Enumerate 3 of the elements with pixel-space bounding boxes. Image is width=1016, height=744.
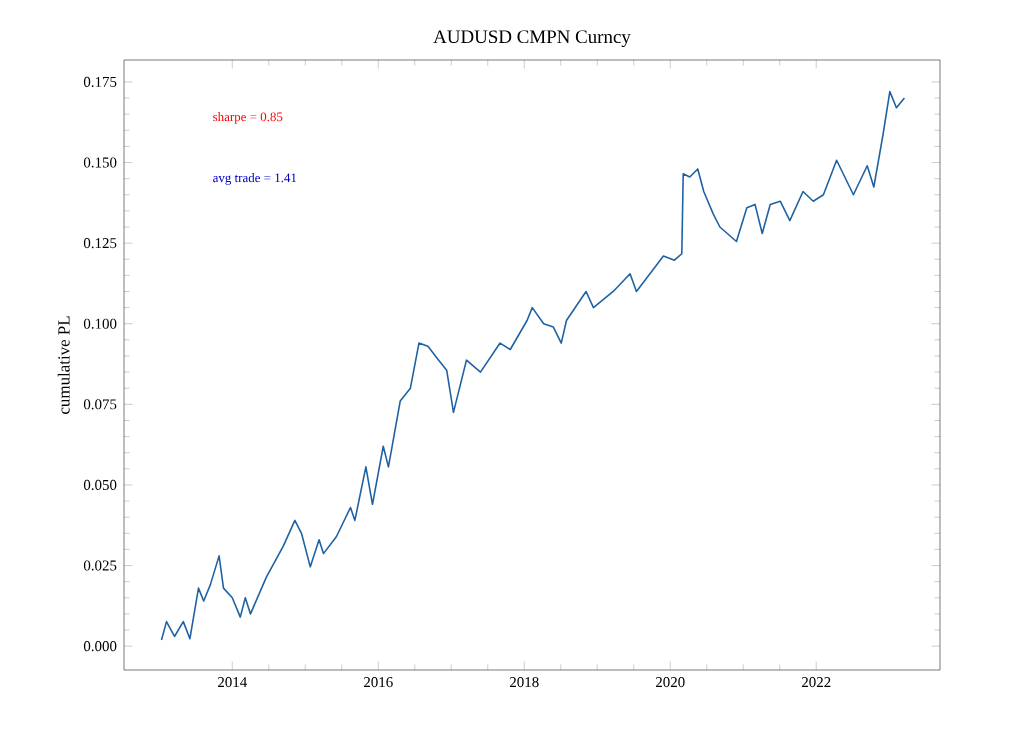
chart-title: AUDUSD CMPN Curncy <box>433 30 631 47</box>
y-axis-title: cumulative PL <box>57 316 70 414</box>
line-series <box>160 90 906 641</box>
